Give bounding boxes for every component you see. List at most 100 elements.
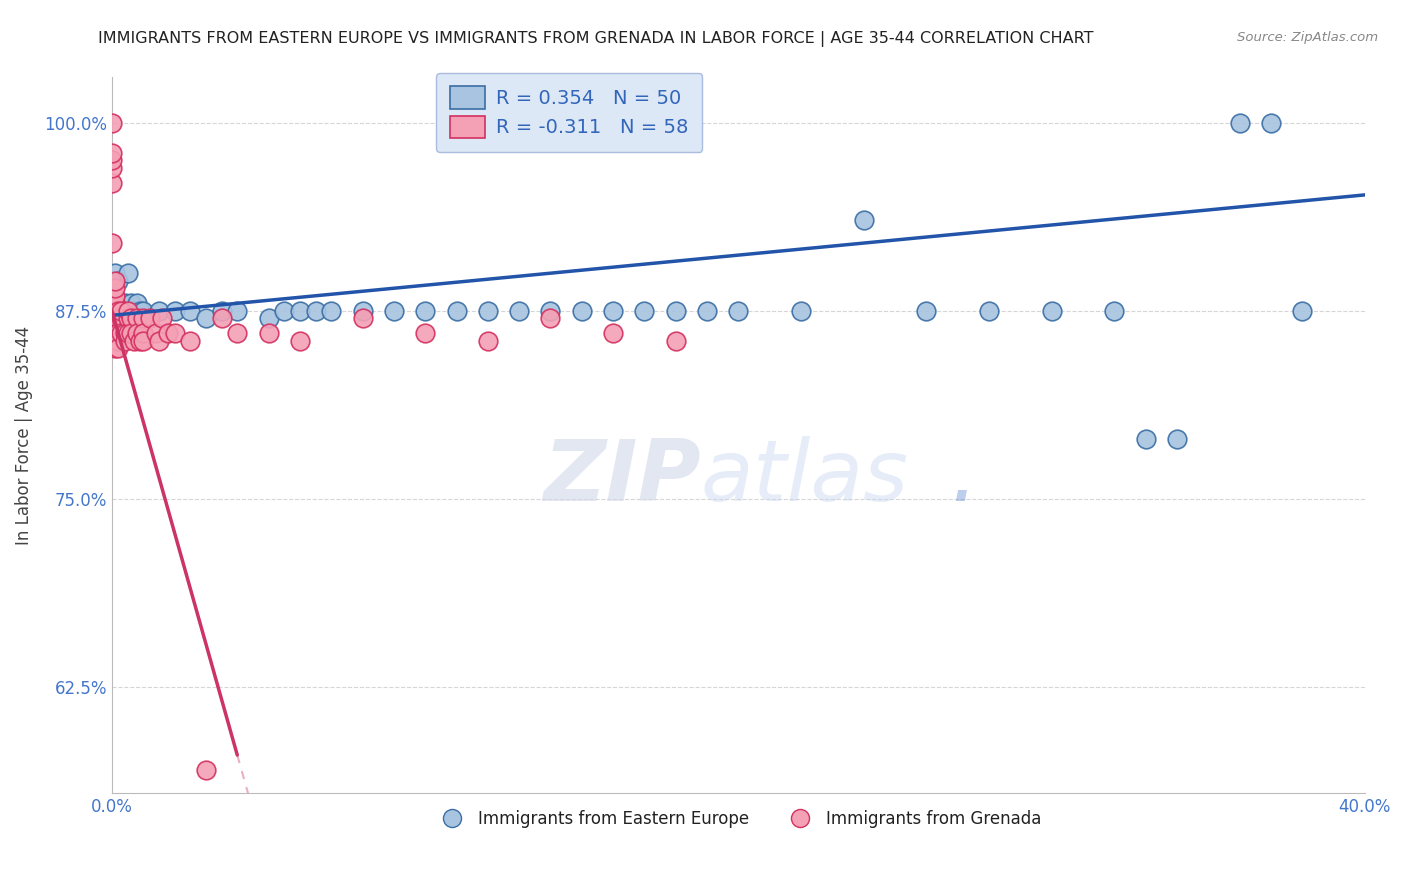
Point (101, 176, 124, 190)
Point (288, 303, 311, 318)
Point (104, 289, 127, 303)
Point (104, 303, 127, 318)
Point (117, 311, 139, 326)
Point (114, 296, 136, 310)
Point (273, 303, 295, 318)
Point (226, 303, 249, 318)
Point (101, 235, 124, 250)
Point (1229, 115, 1251, 129)
Point (129, 303, 152, 318)
Point (852, 213, 875, 227)
Point (132, 303, 155, 318)
Point (117, 326, 139, 341)
Point (125, 296, 148, 310)
Point (148, 334, 170, 348)
Point (211, 303, 233, 318)
Point (179, 334, 201, 348)
Point (104, 296, 127, 310)
Point (117, 266, 139, 280)
Point (122, 303, 145, 318)
Point (110, 303, 132, 318)
Point (1166, 432, 1188, 446)
Point (117, 303, 139, 318)
Point (413, 326, 436, 341)
Point (446, 303, 468, 318)
Text: ZIP: ZIP (543, 436, 700, 519)
Point (125, 311, 148, 326)
Point (110, 311, 132, 326)
Text: .: . (952, 436, 979, 519)
Point (120, 326, 142, 341)
Point (179, 303, 201, 318)
Point (915, 303, 938, 318)
Point (104, 311, 127, 326)
Point (288, 334, 311, 348)
Y-axis label: In Labor Force | Age 35-44: In Labor Force | Age 35-44 (15, 326, 32, 545)
Point (104, 274, 127, 288)
Point (114, 334, 136, 348)
Point (1135, 432, 1157, 446)
Point (150, 311, 173, 326)
Point (382, 303, 405, 318)
Point (602, 303, 624, 318)
Point (226, 326, 249, 341)
Point (120, 311, 142, 326)
Point (977, 303, 1000, 318)
Point (1040, 303, 1063, 318)
Point (132, 311, 155, 326)
Point (104, 303, 127, 318)
Point (633, 303, 655, 318)
Point (110, 303, 132, 318)
Point (120, 303, 142, 318)
Point (148, 303, 170, 318)
Point (129, 334, 152, 348)
Point (304, 303, 326, 318)
Point (1260, 115, 1282, 129)
Point (114, 326, 136, 341)
Text: Source: ZipAtlas.com: Source: ZipAtlas.com (1237, 31, 1378, 45)
Point (257, 311, 280, 326)
Point (163, 303, 186, 318)
Point (101, 153, 124, 168)
Point (104, 342, 127, 356)
Point (352, 303, 374, 318)
Point (696, 303, 718, 318)
Point (508, 303, 530, 318)
Point (104, 296, 127, 310)
Point (110, 296, 132, 310)
Point (132, 326, 155, 341)
Point (107, 274, 129, 288)
Text: IMMIGRANTS FROM EASTERN EUROPE VS IMMIGRANTS FROM GRENADA IN LABOR FORCE | AGE 3: IMMIGRANTS FROM EASTERN EUROPE VS IMMIGR… (98, 31, 1094, 47)
Point (104, 266, 127, 280)
Point (145, 326, 167, 341)
Point (132, 334, 155, 348)
Point (104, 326, 127, 341)
Point (107, 311, 129, 326)
Point (163, 326, 186, 341)
Point (125, 326, 148, 341)
Point (107, 334, 129, 348)
Point (104, 281, 127, 295)
Point (413, 303, 436, 318)
Point (321, 303, 343, 318)
Point (1291, 303, 1313, 318)
Text: atlas: atlas (700, 436, 908, 519)
Point (138, 311, 160, 326)
Point (211, 311, 233, 326)
Point (107, 342, 129, 356)
Point (104, 303, 127, 318)
Point (104, 334, 127, 348)
Point (194, 311, 217, 326)
Point (352, 311, 374, 326)
Point (101, 145, 124, 160)
Point (122, 334, 145, 348)
Point (665, 334, 688, 348)
Point (101, 115, 124, 129)
Point (540, 303, 562, 318)
Point (477, 334, 499, 348)
Point (571, 303, 593, 318)
Point (477, 303, 499, 318)
Point (101, 161, 124, 175)
Point (540, 311, 562, 326)
Point (790, 303, 813, 318)
